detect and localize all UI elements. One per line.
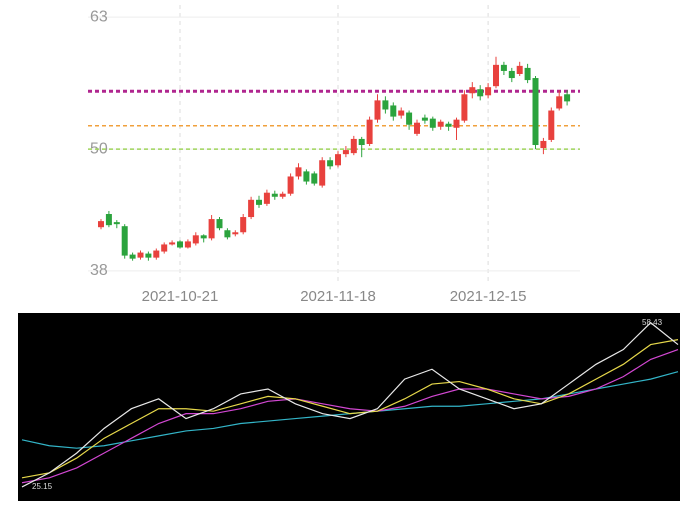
candle-body [382, 100, 389, 110]
candle-body [200, 235, 207, 239]
candle-body [279, 193, 286, 197]
candle-body [398, 110, 405, 116]
candle-body [453, 119, 460, 128]
series-line [21, 339, 679, 479]
candle-body [129, 254, 136, 259]
candle-body [98, 221, 104, 228]
candle-body [256, 199, 262, 205]
candle-body [350, 138, 357, 154]
candle-body [113, 222, 120, 225]
x-tick-label: 2021-11-18 [300, 288, 376, 305]
candle-body [177, 241, 183, 248]
candle-body [485, 87, 492, 96]
candle-body [263, 192, 270, 204]
candle-body [161, 244, 168, 252]
candle-body [493, 64, 499, 87]
candle-body [248, 199, 255, 218]
candle-body [216, 219, 223, 229]
candle-body [295, 167, 302, 177]
series-line [21, 348, 679, 484]
candle-body [469, 87, 476, 94]
candle-body [169, 242, 176, 245]
candle-body [540, 140, 547, 149]
candle-body [145, 253, 152, 258]
candle-body [240, 217, 247, 233]
candle-body [342, 150, 349, 155]
candle-body [327, 160, 334, 167]
candle-body [421, 117, 428, 121]
candle-body [335, 154, 341, 166]
candle-body [524, 67, 531, 81]
candle-body [516, 65, 523, 74]
annotation: 25.15 [32, 482, 53, 491]
candle-body [500, 64, 507, 71]
candle-body [366, 119, 373, 144]
candle-body [437, 121, 444, 127]
candle-body [358, 138, 365, 146]
candle-body [303, 171, 310, 182]
candle-body [445, 123, 452, 127]
candle-body [319, 160, 326, 186]
series-line [21, 321, 679, 488]
candle-body [477, 89, 484, 97]
candle-body [271, 193, 278, 197]
candle-body [414, 122, 420, 134]
candle-body [374, 100, 381, 120]
candle-body [406, 112, 413, 125]
candle-body [564, 94, 571, 102]
candle-body [287, 176, 294, 194]
candle-body [121, 226, 128, 256]
candle-body [208, 219, 215, 239]
annotation: 58.43 [642, 318, 663, 327]
candle-body [153, 250, 160, 258]
candle-body [105, 214, 112, 226]
candle-body [429, 118, 436, 128]
candle-body [548, 110, 555, 140]
candle-body [184, 241, 191, 248]
candle-body [461, 94, 468, 121]
candle-body [224, 230, 231, 238]
x-tick-label: 2021-10-21 [142, 288, 219, 305]
candle-body [390, 105, 397, 117]
screenshot-panel [18, 313, 680, 501]
y-tick-label: 38 [90, 262, 108, 279]
candle-body [532, 78, 539, 146]
x-tick-label: 2021-12-15 [450, 288, 527, 305]
candle-body [137, 252, 144, 258]
candle-body [232, 232, 239, 235]
candle-body [192, 235, 199, 244]
y-tick-label: 63 [90, 8, 108, 25]
candle-body [311, 173, 318, 184]
candle-body [556, 96, 563, 109]
candle-body [508, 70, 515, 79]
